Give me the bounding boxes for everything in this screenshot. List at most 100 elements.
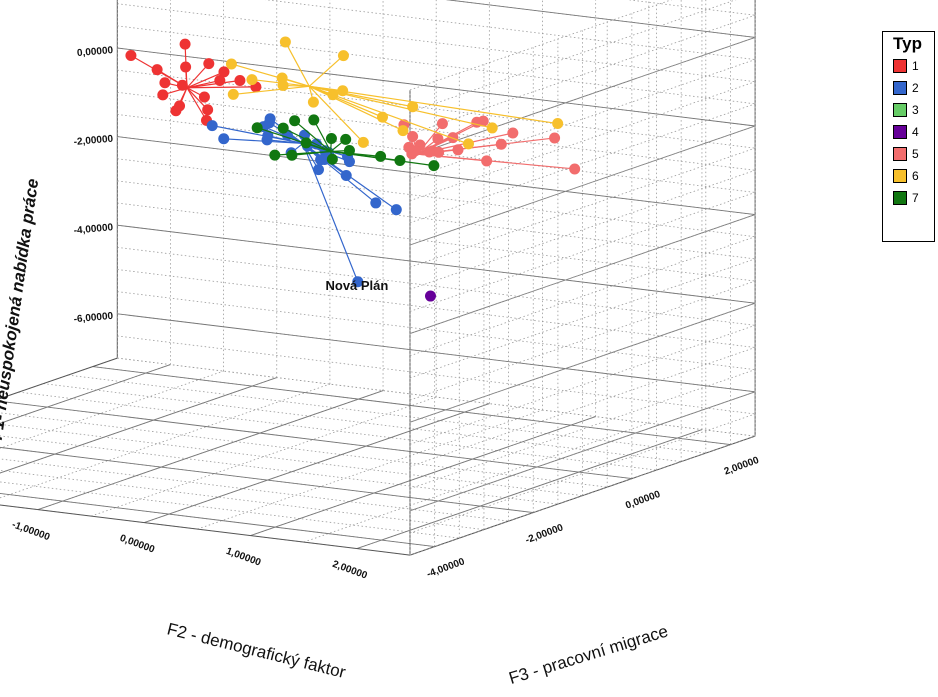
data-point [308, 114, 320, 126]
data-point [397, 125, 409, 137]
legend-label: 7 [912, 191, 919, 205]
data-point [263, 117, 275, 129]
data-point [234, 75, 246, 87]
data-point [370, 197, 382, 209]
back-grid-line [117, 291, 756, 371]
legend-swatch [893, 81, 907, 95]
legend-label: 4 [912, 125, 919, 139]
floor-grid-line [0, 370, 224, 449]
major-grid-line [37, 390, 384, 511]
data-point [407, 101, 419, 113]
data-point [569, 163, 581, 175]
spoke-line [291, 150, 331, 156]
data-point [227, 88, 239, 100]
data-point [452, 144, 464, 156]
data-point [315, 154, 327, 166]
z-tick-label: 0,00000 [624, 489, 662, 512]
data-point [549, 132, 561, 144]
side-grid-line [409, 192, 756, 312]
legend-swatch [893, 169, 907, 183]
x-tick-label: 2,00000 [331, 559, 369, 582]
floor-grid-line [0, 493, 435, 547]
floor-grid-line [67, 374, 706, 454]
data-point [225, 58, 237, 70]
floor-grid-line [90, 396, 437, 517]
series-2 [206, 113, 402, 288]
floor-grid-line [0, 423, 583, 496]
major-grid-line [117, 224, 756, 304]
legend-item: 5 [893, 145, 919, 163]
legend-item: 1 [893, 57, 919, 75]
side-grid-line [409, 347, 756, 467]
data-point [403, 141, 415, 153]
data-point [394, 155, 406, 167]
data-point [357, 136, 369, 148]
major-grid-line [0, 492, 435, 548]
legend-label: 6 [912, 169, 919, 183]
major-grid-line [92, 366, 731, 446]
side-grid-line [409, 280, 756, 401]
major-grid-line [144, 403, 490, 524]
data-point [174, 100, 186, 112]
back-grid-line [117, 3, 756, 83]
spoke-line [308, 85, 404, 132]
back-grid-line [117, 246, 756, 326]
spoke-line [186, 79, 220, 89]
data-point [180, 61, 192, 73]
spoke-line [308, 85, 364, 143]
spoke-line [313, 119, 332, 152]
major-grid-line [117, 47, 756, 127]
side-grid-line [409, 125, 756, 246]
floor-grid-line [0, 383, 331, 499]
floor-grid [0, 0, 756, 556]
floor-grid-line [0, 458, 509, 522]
side-grid-line [409, 236, 756, 357]
z-axis-title: F3 - pracovní migrace [507, 621, 671, 688]
data-point [428, 160, 440, 172]
data-point [157, 89, 169, 101]
data-point [486, 122, 498, 134]
y-tick-label: 0,00000 [77, 45, 114, 59]
spoke-line [186, 86, 256, 89]
major-grid-line [0, 400, 632, 480]
data-point [198, 91, 210, 103]
legend-swatch [893, 59, 907, 73]
spoke-line [294, 120, 332, 152]
legend-item: 7 [893, 189, 919, 207]
side-grid-line [409, 369, 756, 490]
x-tick-label: -1,00000 [10, 519, 51, 543]
data-point [375, 150, 387, 162]
data-point [279, 36, 291, 48]
series-6 [225, 36, 564, 150]
spoke-line [417, 153, 575, 170]
spoke-line [186, 71, 225, 89]
side-grid-line [409, 81, 756, 202]
major-grid-line [250, 416, 596, 537]
data-point [552, 118, 564, 130]
data-point [251, 122, 263, 134]
side-grid-line [409, 391, 756, 512]
data-point [423, 146, 435, 158]
data-point [159, 77, 171, 89]
z-tick-label: -4,00000 [425, 556, 466, 580]
major-grid-line [117, 313, 756, 393]
data-point [462, 138, 474, 150]
floor-grid-line [0, 435, 558, 505]
x-tick-label: 0,00000 [118, 533, 156, 556]
series-4 [424, 290, 436, 302]
legend-item: 2 [893, 79, 919, 97]
major-grid-line [445, 0, 756, 38]
data-point [325, 132, 337, 144]
major-grid-line [0, 446, 534, 514]
floor-grid-line [18, 391, 657, 471]
point-annotations: Slezské PavloviceDlouhá StráňNová Plán [325, 278, 388, 293]
side-grid-line [409, 37, 756, 157]
side-grid-line [409, 0, 737, 113]
data-point [343, 145, 355, 157]
side-grid-line [409, 169, 756, 290]
data-point [327, 89, 339, 101]
spoke-line [233, 85, 310, 96]
data-point [377, 111, 389, 123]
data-point [286, 149, 298, 161]
point-annotation: Nová Plán [325, 278, 388, 293]
